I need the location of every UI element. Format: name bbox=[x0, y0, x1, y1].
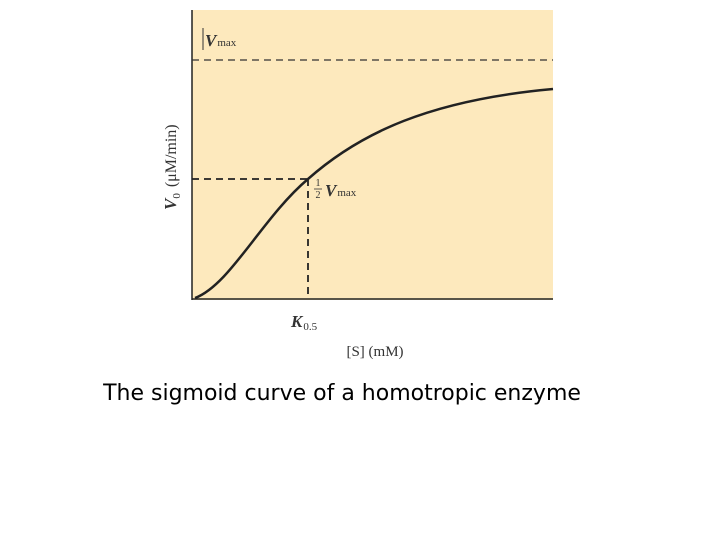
half-vmax-label: Vmax bbox=[325, 181, 357, 200]
k-subscript: 0.5 bbox=[303, 321, 317, 333]
k-symbol: K bbox=[290, 312, 304, 331]
fraction-denominator: 2 bbox=[316, 190, 321, 201]
y-axis-unit: (μM/min) bbox=[163, 124, 180, 187]
vmax-symbol: V bbox=[205, 31, 218, 50]
sigmoid-curve bbox=[194, 87, 554, 300]
caption: The sigmoid curve of a homotropic enzyme bbox=[102, 381, 581, 406]
y-axis-subscript: 0 bbox=[171, 193, 183, 199]
vmax-subscript: max bbox=[217, 37, 236, 49]
half-vmax-symbol: V bbox=[325, 181, 338, 200]
x-axis-label: [S] (mM) bbox=[346, 344, 403, 360]
half-vmax-subscript: max bbox=[337, 187, 356, 199]
y-axis-label: V0 (μM/min) bbox=[161, 124, 183, 210]
k-label: K0.5 bbox=[290, 312, 318, 333]
y-axis-symbol: V bbox=[161, 197, 180, 210]
fraction-numerator: 1 bbox=[316, 178, 321, 189]
vmax-label: Vmax bbox=[205, 31, 237, 50]
plot-background bbox=[192, 10, 553, 300]
